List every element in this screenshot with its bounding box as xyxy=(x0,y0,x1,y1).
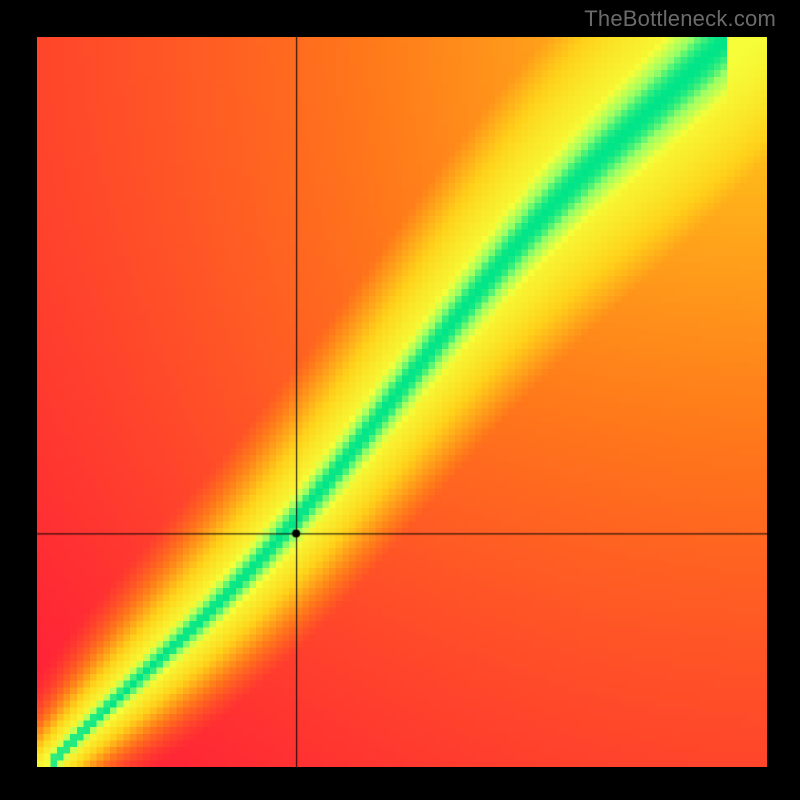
chart-container: TheBottleneck.com xyxy=(0,0,800,800)
crosshair-overlay xyxy=(37,37,767,767)
watermark-text: TheBottleneck.com xyxy=(584,6,776,32)
